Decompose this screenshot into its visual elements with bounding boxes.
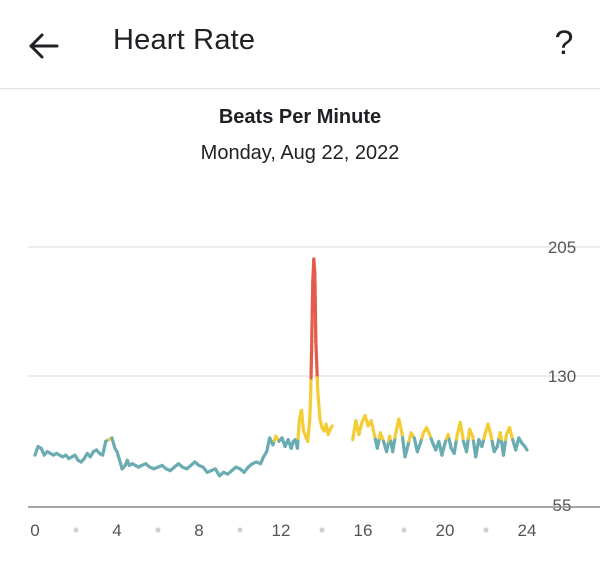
x-tick-label: 12: [272, 521, 291, 540]
chart-title: Beats Per Minute: [218, 106, 382, 128]
app-bar: Heart Rate ?: [0, 0, 600, 89]
x-minor-tick-dot: [401, 527, 407, 533]
help-button[interactable]: ?: [549, 22, 579, 64]
x-minor-tick-dot: [155, 527, 161, 533]
x-tick-label: 4: [112, 521, 121, 540]
y-tick-label: 205: [548, 238, 576, 257]
heart-rate-series: [33, 257, 334, 478]
x-tick-label: 0: [30, 521, 39, 540]
arrow-left-icon: [29, 33, 59, 59]
heart-rate-series: [351, 413, 529, 459]
x-tick-label: 20: [436, 521, 455, 540]
x-tick-label: 24: [518, 521, 537, 540]
page-title: Heart Rate: [113, 24, 256, 56]
chart-date: Monday, Aug 22, 2022: [200, 142, 400, 164]
y-tick-label: 55: [553, 496, 572, 515]
x-minor-tick-dot: [237, 527, 243, 533]
x-minor-tick-dot: [73, 527, 79, 533]
heart-rate-line-segment: [523, 444, 529, 452]
y-tick-label: 130: [548, 367, 576, 386]
back-button[interactable]: [26, 28, 62, 64]
x-tick-label: 8: [194, 521, 203, 540]
help-icon: ?: [554, 24, 574, 62]
heart-rate-line-segment: [328, 424, 334, 431]
x-minor-tick-dot: [319, 527, 325, 533]
x-tick-label: 16: [354, 521, 373, 540]
x-minor-tick-dot: [483, 527, 489, 533]
